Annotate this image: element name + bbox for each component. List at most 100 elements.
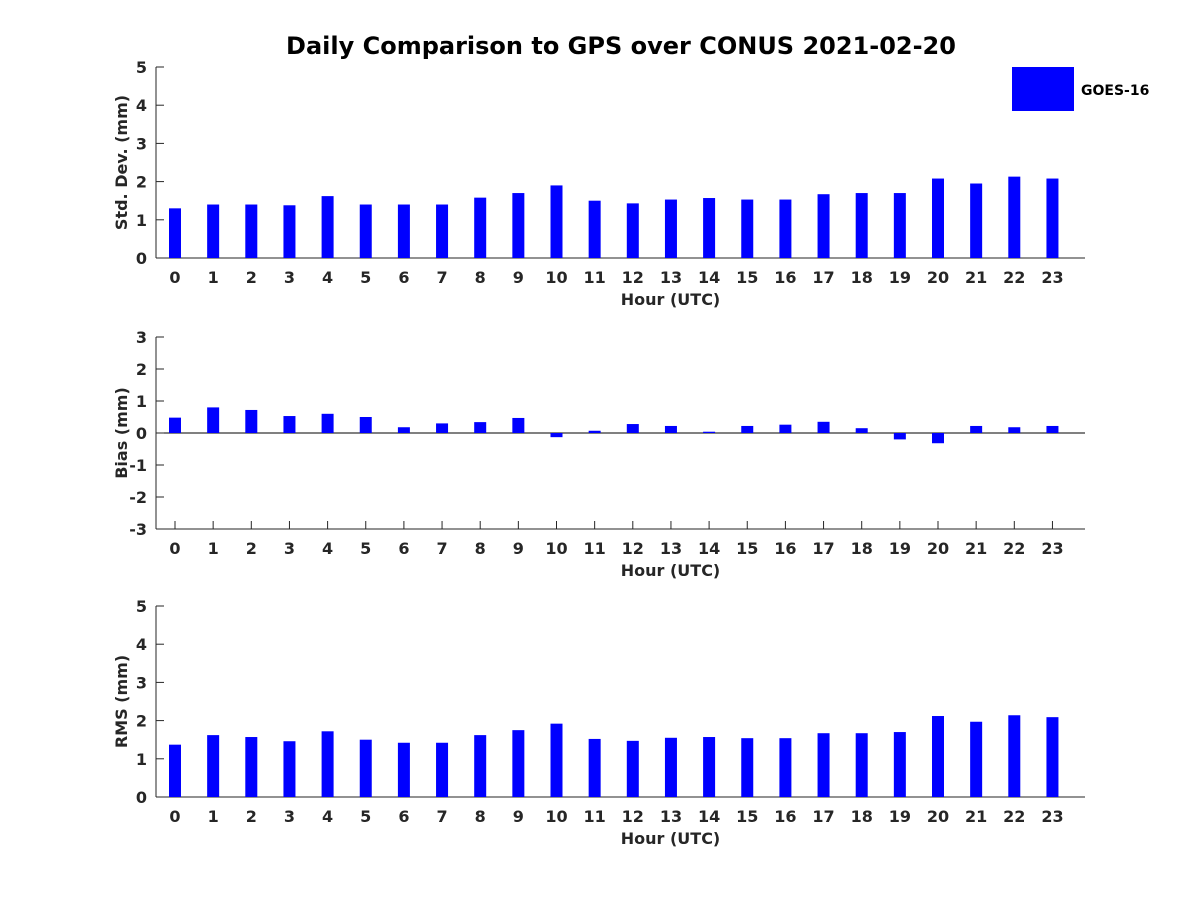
legend-label-goes-16: GOES-16 xyxy=(1081,83,1149,99)
y-tick-label: 2 xyxy=(136,360,147,379)
bar-bias-3 xyxy=(283,416,296,433)
bar-rms-10 xyxy=(550,723,563,797)
bar-stddev-23 xyxy=(1046,178,1059,258)
x-tick-label: 2 xyxy=(246,539,257,558)
x-tick-label: 23 xyxy=(1041,807,1063,826)
x-tick-label: 2 xyxy=(246,268,257,287)
x-tick-label: 1 xyxy=(208,268,219,287)
x-axis-label: Hour (UTC) xyxy=(621,829,721,848)
x-tick-label: 9 xyxy=(513,268,524,287)
bar-stddev-18 xyxy=(855,193,868,258)
x-tick-label: 5 xyxy=(360,807,371,826)
bar-rms-1 xyxy=(207,735,220,797)
x-tick-label: 21 xyxy=(965,807,987,826)
bar-stddev-12 xyxy=(626,203,639,258)
legend-swatch-goes-16 xyxy=(1012,67,1074,111)
bar-bias-23 xyxy=(1046,425,1059,433)
x-tick-label: 4 xyxy=(322,539,333,558)
bar-bias-17 xyxy=(817,421,830,433)
x-tick-label: 10 xyxy=(545,807,567,826)
y-tick-label: 2 xyxy=(136,712,147,731)
bar-rms-9 xyxy=(512,730,525,797)
x-tick-label: 9 xyxy=(513,539,524,558)
bar-rms-18 xyxy=(855,733,868,797)
bar-stddev-19 xyxy=(893,193,906,258)
bar-rms-16 xyxy=(779,738,792,797)
bar-bias-4 xyxy=(321,413,334,433)
y-tick-label: 1 xyxy=(136,750,147,769)
bar-stddev-7 xyxy=(436,204,449,258)
bar-rms-2 xyxy=(245,737,258,797)
y-tick-label: -3 xyxy=(129,520,147,539)
x-axis-label: Hour (UTC) xyxy=(621,561,721,580)
x-tick-label: 0 xyxy=(169,268,180,287)
bar-bias-7 xyxy=(436,423,449,433)
bar-stddev-9 xyxy=(512,193,525,258)
x-tick-label: 12 xyxy=(622,539,644,558)
x-tick-label: 5 xyxy=(360,268,371,287)
bar-stddev-10 xyxy=(550,185,563,258)
x-tick-label: 14 xyxy=(698,807,720,826)
x-tick-label: 19 xyxy=(889,807,911,826)
x-tick-label: 20 xyxy=(927,807,949,826)
x-tick-label: 13 xyxy=(660,268,682,287)
bar-stddev-6 xyxy=(397,204,410,258)
x-tick-label: 15 xyxy=(736,539,758,558)
x-tick-label: 11 xyxy=(584,539,606,558)
x-tick-label: 21 xyxy=(965,539,987,558)
x-tick-label: 4 xyxy=(322,807,333,826)
bar-bias-22 xyxy=(1008,427,1021,433)
x-tick-label: 8 xyxy=(475,807,486,826)
bar-rms-14 xyxy=(703,737,716,797)
chart-title: Daily Comparison to GPS over CONUS 2021-… xyxy=(286,32,956,60)
bar-rms-0 xyxy=(169,744,181,797)
bar-rms-17 xyxy=(817,733,830,797)
bar-rms-23 xyxy=(1046,717,1059,797)
x-tick-label: 8 xyxy=(475,268,486,287)
x-tick-label: 1 xyxy=(208,807,219,826)
bar-rms-6 xyxy=(397,742,410,797)
y-axis-label: Bias (mm) xyxy=(112,387,131,479)
x-tick-label: 10 xyxy=(545,268,567,287)
bar-bias-19 xyxy=(893,433,906,440)
x-tick-label: 19 xyxy=(889,268,911,287)
bar-bias-6 xyxy=(397,427,410,433)
bar-stddev-22 xyxy=(1008,176,1021,258)
bar-stddev-20 xyxy=(932,178,944,258)
bar-rms-12 xyxy=(626,740,639,797)
bar-bias-12 xyxy=(626,424,639,433)
bar-bias-9 xyxy=(512,417,525,433)
x-tick-label: 3 xyxy=(284,268,295,287)
bar-rms-20 xyxy=(932,716,944,797)
x-tick-label: 17 xyxy=(812,807,834,826)
x-tick-label: 16 xyxy=(774,539,796,558)
x-tick-label: 18 xyxy=(851,268,873,287)
bar-bias-11 xyxy=(588,430,601,433)
y-tick-label: -2 xyxy=(129,488,147,507)
y-tick-label: 3 xyxy=(136,134,147,153)
x-tick-label: 10 xyxy=(545,539,567,558)
x-axis-label: Hour (UTC) xyxy=(621,290,721,309)
bar-stddev-15 xyxy=(741,199,754,258)
x-tick-label: 0 xyxy=(169,807,180,826)
bar-bias-14 xyxy=(703,431,716,433)
bar-stddev-3 xyxy=(283,205,296,258)
bar-bias-5 xyxy=(359,417,372,433)
bar-rms-3 xyxy=(283,741,296,797)
bar-bias-2 xyxy=(245,409,258,433)
x-tick-label: 6 xyxy=(398,807,409,826)
bar-rms-19 xyxy=(893,732,906,797)
x-tick-label: 11 xyxy=(584,268,606,287)
bar-stddev-16 xyxy=(779,199,792,258)
x-tick-label: 5 xyxy=(360,539,371,558)
y-tick-label: 2 xyxy=(136,173,147,192)
bar-stddev-0 xyxy=(169,208,181,258)
x-tick-label: 12 xyxy=(622,268,644,287)
y-tick-label: 5 xyxy=(136,597,147,616)
x-tick-label: 22 xyxy=(1003,807,1025,826)
